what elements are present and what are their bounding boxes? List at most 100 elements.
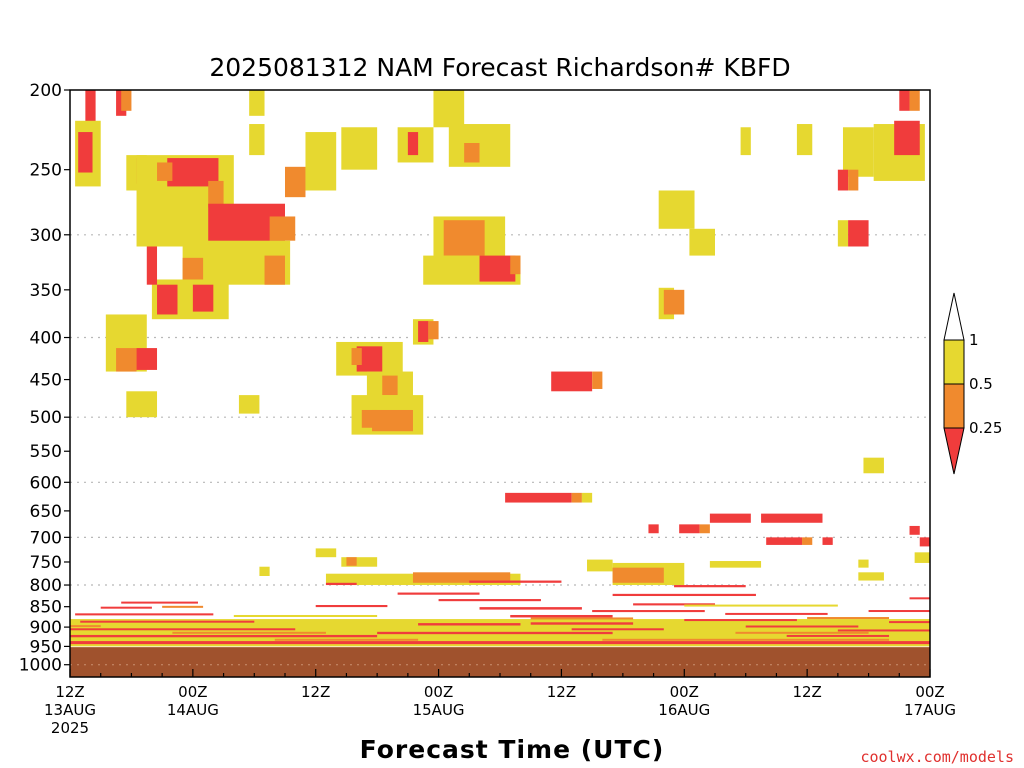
- heat-cell-red-75: [679, 524, 700, 534]
- ground-fill: [70, 647, 930, 677]
- heat-cell-yellow-87: [587, 559, 613, 572]
- heat-cell-yellow-84: [341, 557, 378, 567]
- legend-swatch-red: [943, 427, 965, 475]
- heat-streak-red-27: [909, 597, 930, 600]
- heat-cell-yellow-68: [863, 457, 884, 474]
- heat-cell-orange-76: [699, 524, 710, 534]
- heat-cell-yellow-29: [341, 127, 378, 170]
- heat-cell-red-63: [894, 120, 920, 156]
- heat-streak-red-17: [633, 603, 715, 606]
- heat-cell-red-60: [837, 169, 849, 191]
- x-tick-label-84-2: 17AUG: [904, 701, 956, 719]
- heat-cell-orange-21: [116, 348, 137, 372]
- legend-label-0: 1: [969, 331, 979, 349]
- heat-streak-red-9: [315, 604, 388, 608]
- heat-cell-yellow-58: [796, 124, 813, 156]
- heat-cell-orange-42: [428, 321, 439, 340]
- heat-streak-red-0: [121, 601, 198, 604]
- x-tick-label-48-1: 12Z: [547, 683, 576, 701]
- x-tick-label-24-1: 12Z: [301, 683, 330, 701]
- heat-streak-red-11: [438, 599, 541, 602]
- y-tick-label-850: 850: [30, 598, 62, 618]
- y-tick-label-950: 950: [30, 637, 62, 657]
- y-tick-label-200: 200: [30, 81, 62, 101]
- heat-cell-red-17: [157, 284, 178, 315]
- heat-streak-orange-2: [162, 605, 204, 608]
- heat-cell-yellow-23: [126, 391, 158, 418]
- heat-cell-red-18: [192, 284, 214, 312]
- y-tick-label-300: 300: [30, 226, 62, 246]
- heat-cell-yellow-54: [689, 228, 715, 256]
- y-tick-label-800: 800: [30, 576, 62, 596]
- heat-cell-yellow-71: [581, 492, 593, 503]
- heat-streak-orange-32: [602, 638, 890, 641]
- heat-cell-yellow-32: [433, 90, 465, 128]
- y-tick-label-400: 400: [30, 329, 62, 349]
- heat-streak-red-4: [80, 620, 255, 623]
- heat-cell-yellow-83: [315, 548, 337, 558]
- heat-cell-orange-65: [909, 90, 920, 111]
- heat-cell-red-69: [505, 492, 572, 503]
- heat-streak-red-19: [674, 585, 746, 588]
- heat-cell-red-4: [78, 132, 93, 173]
- heat-cell-red-79: [822, 537, 833, 545]
- heat-streak-red-14: [530, 622, 634, 625]
- heat-cell-orange-61: [848, 169, 859, 191]
- y-tick-label-350: 350: [30, 281, 62, 301]
- heat-cell-red-67: [848, 220, 869, 247]
- heat-cell-yellow-28: [305, 132, 337, 191]
- heat-streak-orange-35: [735, 631, 869, 634]
- heat-streak-red-5: [70, 628, 296, 631]
- heat-cell-red-74: [648, 524, 659, 534]
- heat-streak-red-29: [469, 580, 562, 583]
- x-tick-label-60-2: 16AUG: [658, 701, 710, 719]
- plot-area: [69, 89, 931, 678]
- heat-streak-red-10: [397, 592, 480, 595]
- x-tick-label-0-2: 13AUG: [44, 701, 96, 719]
- heat-cell-yellow-82: [914, 552, 930, 563]
- heat-cell-red-51: [551, 371, 593, 392]
- x-tick-label-0-1: 12Z: [55, 683, 84, 701]
- heat-streak-yellow-36: [684, 604, 838, 607]
- heat-streak-yellow-37: [233, 614, 378, 617]
- heat-cell-red-19: [146, 246, 158, 285]
- heat-cell-red-38: [479, 255, 516, 282]
- y-tick-label-600: 600: [30, 473, 62, 493]
- heat-streak-red-20: [684, 619, 797, 622]
- heat-cell-yellow-86: [259, 566, 270, 576]
- legend: 1 0.5 0.25: [943, 292, 1002, 475]
- y-tick-label-700: 700: [30, 528, 62, 548]
- heat-cell-orange-85: [346, 557, 357, 566]
- legend-label-2: 0.25: [969, 419, 1002, 437]
- heat-streak-red-22: [745, 625, 859, 628]
- heat-cell-red-41: [418, 321, 429, 342]
- heat-streak-red-1: [100, 606, 152, 609]
- heat-streak-red-25: [868, 610, 930, 613]
- chart-title: 2025081312 NAM Forecast Richardson# KBFD: [209, 53, 790, 82]
- heat-streak-red-18: [612, 593, 756, 597]
- y-tick-label-500: 500: [30, 408, 62, 428]
- heat-cell-orange-39: [510, 255, 521, 275]
- heat-streak-red-6: [70, 634, 378, 638]
- heat-streak-red-3: [75, 613, 214, 616]
- heat-cell-yellow-90: [709, 561, 762, 568]
- heat-cell-yellow-53: [658, 190, 695, 229]
- heat-streak-red-15: [571, 628, 664, 631]
- heat-cell-yellow-66: [837, 220, 849, 247]
- heat-streak-red-7: [377, 631, 613, 635]
- heat-cell-yellow-26: [249, 124, 265, 156]
- heat-cell-orange-70: [571, 492, 582, 503]
- heat-cell-red-22: [136, 348, 158, 370]
- heat-cell-orange-94: [412, 572, 511, 583]
- y-tick-label-450: 450: [30, 371, 62, 391]
- heat-streak-red-24: [837, 629, 930, 632]
- heat-cell-red-72: [709, 513, 751, 523]
- y-tick-label-550: 550: [30, 442, 62, 462]
- heat-cell-yellow-59: [842, 127, 874, 177]
- heat-cell-orange-49: [372, 409, 413, 432]
- y-tick-label-900: 900: [30, 618, 62, 638]
- heat-cell-red-0: [85, 90, 96, 137]
- legend-swatch-yellow: [943, 339, 965, 385]
- credit-link[interactable]: coolwx.com/models: [860, 748, 1014, 766]
- heat-streak-red-23: [786, 634, 890, 637]
